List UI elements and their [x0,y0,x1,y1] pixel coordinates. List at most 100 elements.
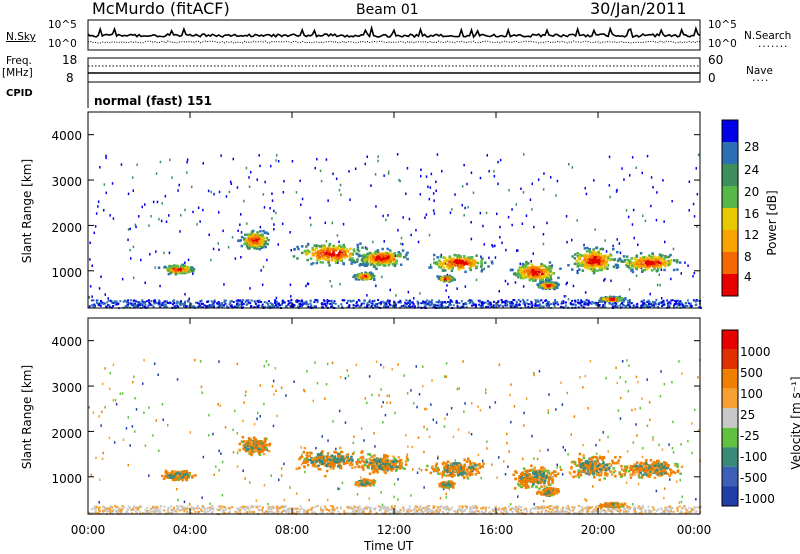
heatmap-cell [686,305,689,307]
heatmap-cell [640,257,643,261]
heatmap-cell [522,276,525,279]
heatmap-cell [530,511,532,514]
heatmap-cell [322,306,325,309]
heatmap-cell [453,263,456,266]
heatmap-cell [250,299,253,302]
heatmap-cell [287,302,290,305]
heatmap-cell [97,200,100,203]
heatmap-cell [432,506,435,509]
heatmap-cell [690,510,693,513]
heatmap-cell [273,228,275,231]
heatmap-cell [265,236,268,240]
heatmap-cell [397,229,399,232]
heatmap-cell [362,253,366,257]
heatmap-cell [263,206,266,209]
heatmap-cell [472,191,475,194]
heatmap-cell [609,254,613,257]
heatmap-cell [105,510,108,513]
heatmap-cell [458,302,461,304]
heatmap-cell [275,211,277,215]
heatmap-cell [266,232,270,235]
heatmap-cell [415,509,418,512]
heatmap-cell [395,259,398,263]
heatmap-cell [399,299,402,302]
heatmap-cell [364,246,367,249]
heatmap-cell [343,509,346,512]
heatmap-cell [680,511,683,514]
heatmap-cell [115,303,118,306]
heatmap-cell [274,300,277,303]
heatmap-cell [537,506,539,508]
heatmap-cell [689,304,692,307]
heatmap-cell [594,265,597,269]
heatmap-cell [437,276,441,280]
heatmap-cell [451,265,455,269]
heatmap-cell [376,255,379,258]
heatmap-cell [274,299,277,302]
heatmap-cell [393,505,396,508]
heatmap-cell [536,299,539,302]
heatmap-cell [308,508,311,511]
heatmap-cell [678,300,681,303]
heatmap-cell [441,301,444,303]
heatmap-cell [210,190,212,194]
heatmap-cell [662,510,665,512]
heatmap-cell [457,261,460,264]
heatmap-cell [655,269,659,273]
heatmap-cell [514,509,517,512]
heatmap-cell [183,510,186,513]
heatmap-cell [450,279,453,282]
heatmap-cell [602,305,605,308]
heatmap-cell [184,208,186,212]
heatmap-cell [305,301,308,304]
heatmap-cell [644,510,647,513]
heatmap-cell [243,505,246,508]
heatmap-cell [392,304,395,307]
heatmap-cell [224,302,227,305]
heatmap-cell [566,507,569,510]
heatmap-cell [334,261,338,264]
heatmap-cell [670,277,672,281]
heatmap-cell [662,179,664,182]
heatmap-cell [325,240,328,243]
heatmap-cell [109,299,112,302]
heatmap-cell [524,268,527,271]
heatmap-cell [112,508,115,511]
heatmap-cell [308,250,311,254]
heatmap-cell [590,267,593,271]
heatmap-cell [643,260,646,263]
heatmap-cell [300,299,303,302]
heatmap-cell [588,258,591,262]
heatmap-cell [452,304,455,307]
heatmap-cell [468,263,471,266]
heatmap-cell [621,299,624,302]
heatmap-cell [624,305,627,308]
heatmap-cell [338,244,341,247]
heatmap-cell [603,255,606,258]
heatmap-cell [595,505,598,508]
heatmap-cell [118,510,120,513]
heatmap-cell [407,510,410,513]
heatmap-cell [358,511,361,514]
heatmap-cell [156,509,158,512]
heatmap-cell [610,279,612,282]
heatmap-cell [586,299,589,302]
heatmap-cell [484,261,487,264]
heatmap-cell [347,305,350,308]
heatmap-cell [554,284,557,287]
heatmap-cell [660,297,663,300]
heatmap-cell [436,511,439,514]
heatmap-cell [421,511,423,514]
heatmap-cell [194,510,197,513]
heatmap-cell [150,303,152,306]
heatmap-cell [520,269,523,272]
heatmap-cell [581,260,585,264]
heatmap-cell [516,510,519,513]
heatmap-cell [616,259,620,263]
heatmap-cell [490,303,493,306]
heatmap-cell [383,240,385,243]
heatmap-cell [370,510,372,513]
heatmap-cell [520,271,524,275]
heatmap-cell [615,263,618,267]
heatmap-cell [148,509,151,512]
